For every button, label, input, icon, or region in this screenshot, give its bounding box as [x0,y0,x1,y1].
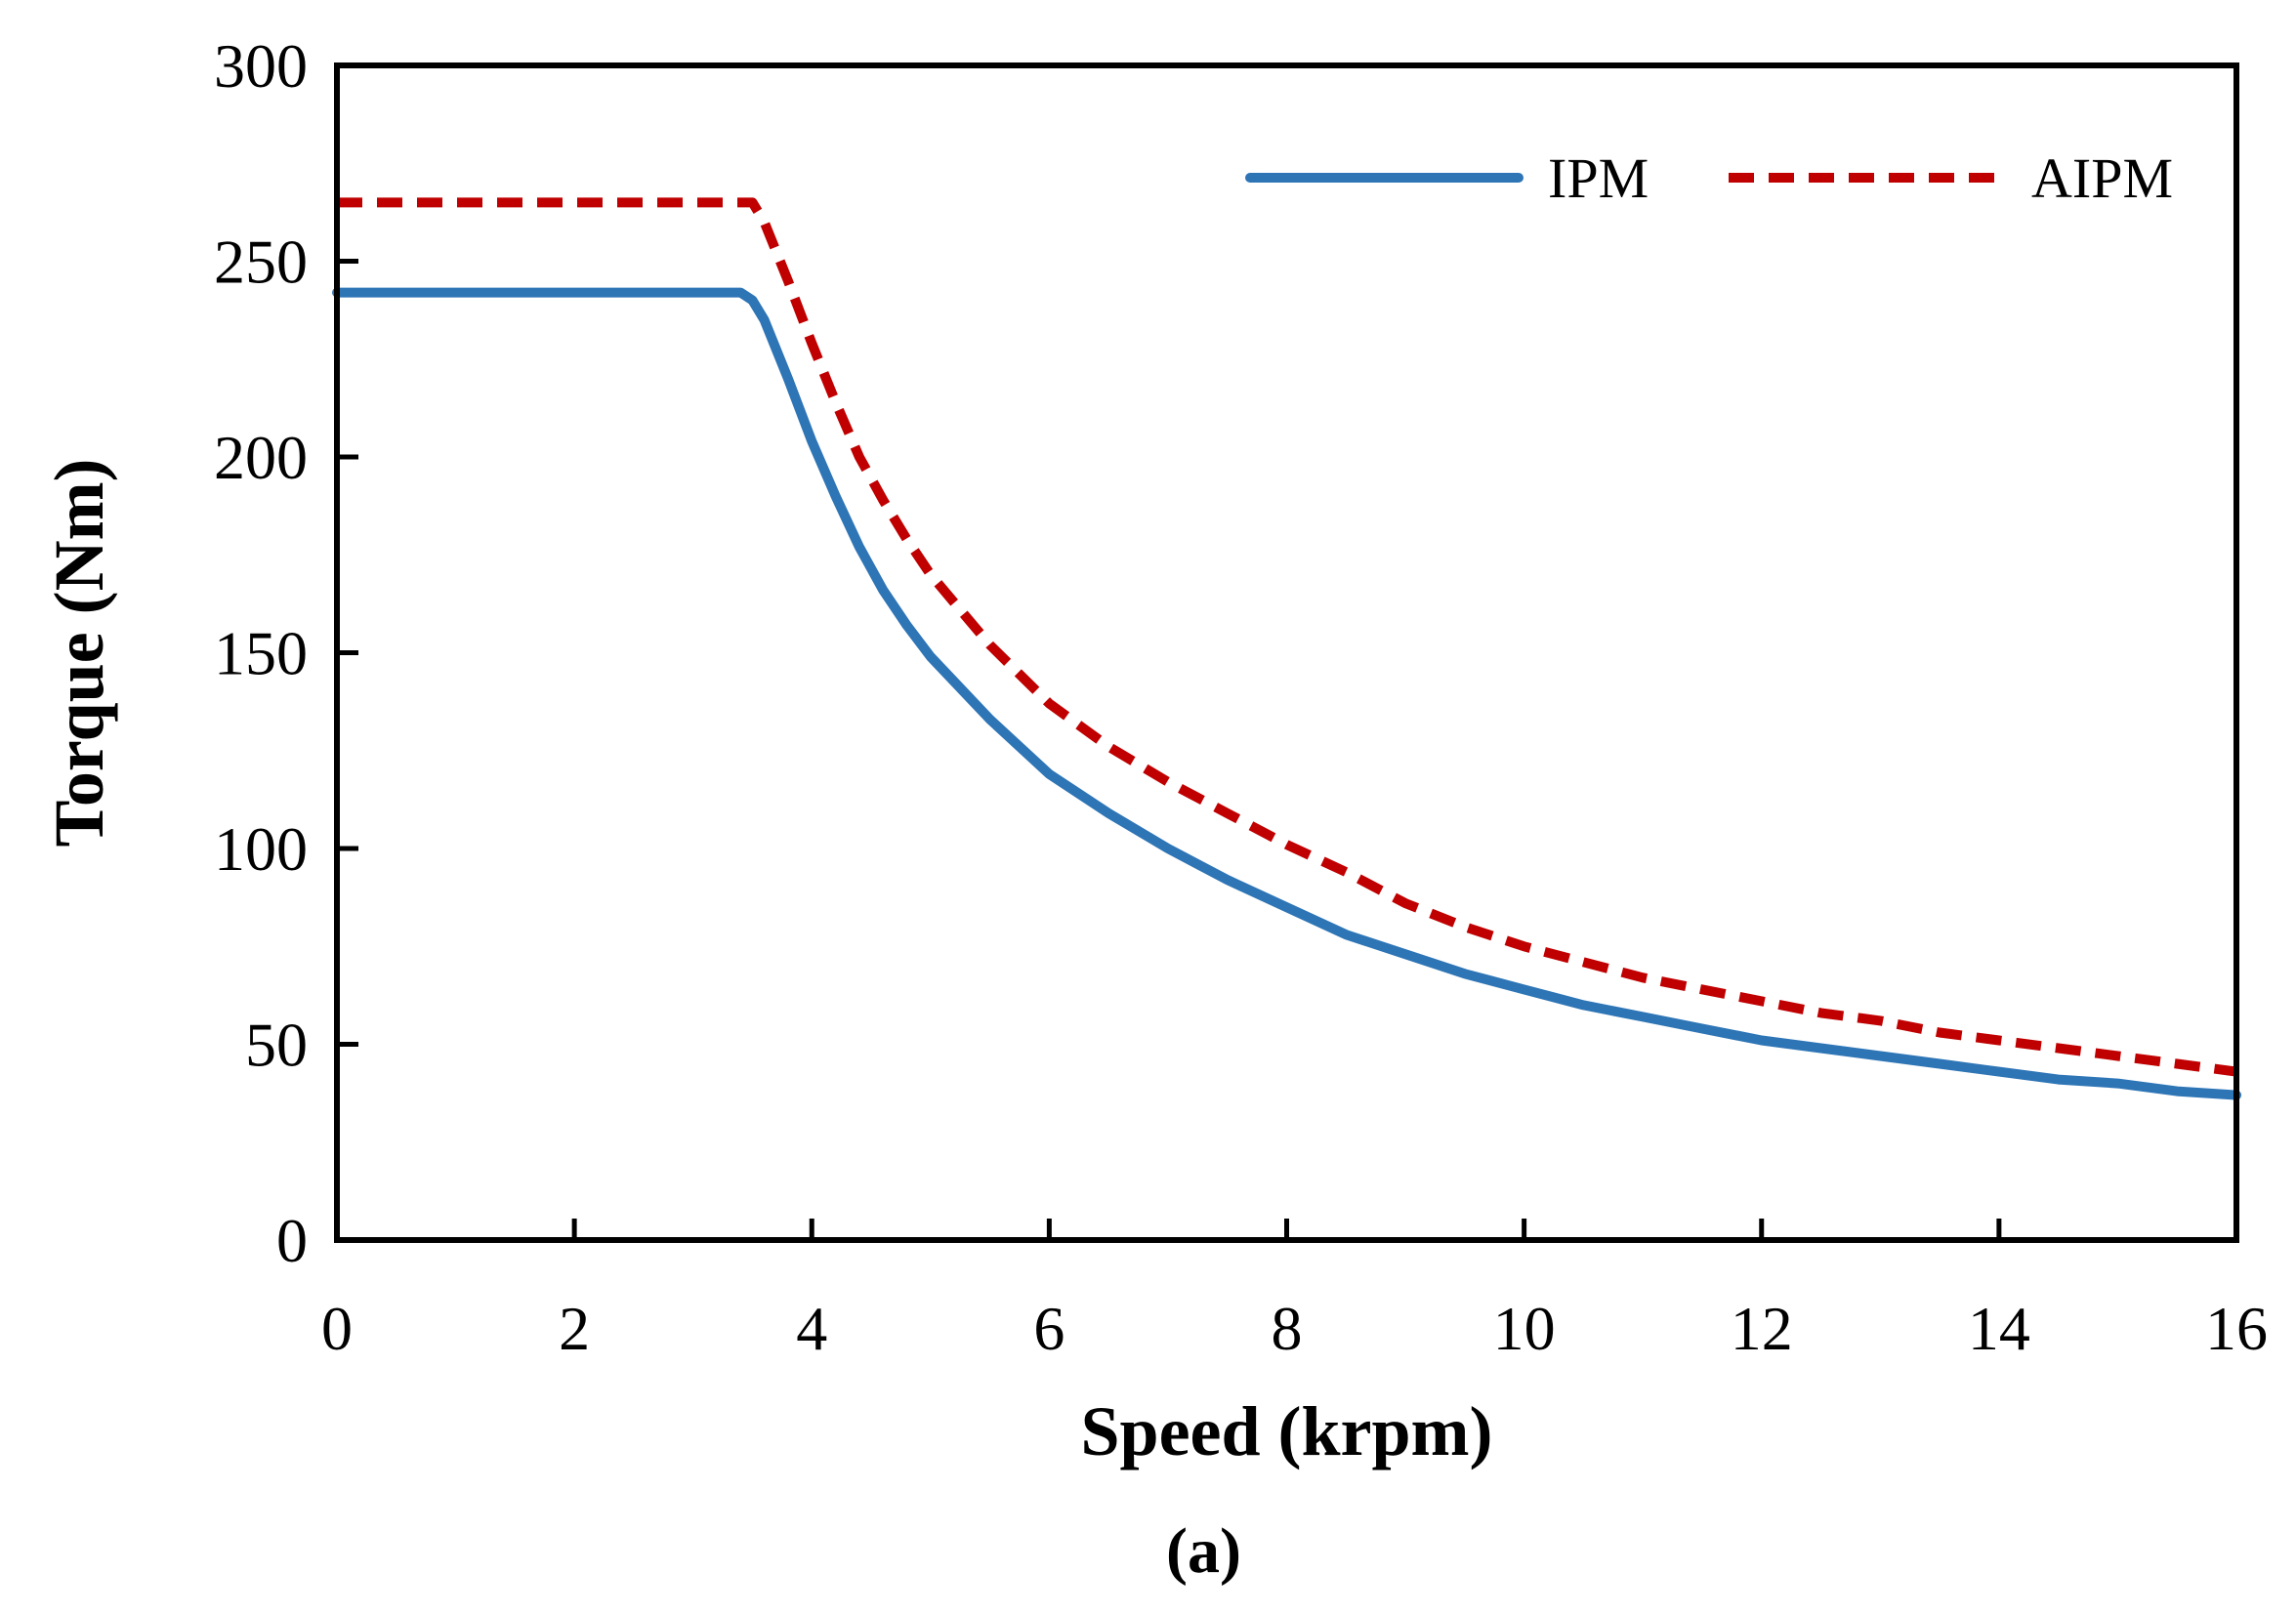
y-tick-label: 50 [245,1011,308,1080]
x-tick-label: 10 [1493,1294,1556,1363]
y-axis-title: Torque (Nm) [40,458,118,847]
x-tick-label: 16 [2205,1294,2268,1363]
legend: IPM AIPM [1245,146,2173,210]
x-tick-label: 2 [559,1294,590,1363]
x-tick-label: 4 [796,1294,827,1363]
x-tick-label: 6 [1033,1294,1065,1363]
series-layer [332,197,2241,1100]
x-tick-label: 8 [1272,1294,1303,1363]
x-tick-label: 12 [1731,1294,1793,1363]
series-line-aipm [337,197,2237,1077]
tick-labels-layer: 0 2 4 6 8 10 12 14 16 0 50 100 150 200 250 300 [214,31,2268,1363]
figure-caption: (a) [1166,1515,1241,1587]
series-line-ipm [332,287,2241,1100]
y-tick-label: 250 [214,228,308,297]
x-axis-title: Speed (krpm) [1080,1392,1492,1470]
y-tick-label: 100 [214,814,308,884]
legend-label-aipm: AIPM [2031,146,2173,210]
x-tick-label: 14 [1968,1294,2030,1363]
y-tick-label: 300 [214,31,308,101]
y-tick-label: 200 [214,423,308,492]
ticks-layer [337,259,2002,1240]
y-tick-label: 0 [276,1206,308,1275]
legend-label-ipm: IPM [1548,146,1649,210]
y-tick-label: 150 [214,619,308,688]
x-tick-label: 0 [321,1294,353,1363]
